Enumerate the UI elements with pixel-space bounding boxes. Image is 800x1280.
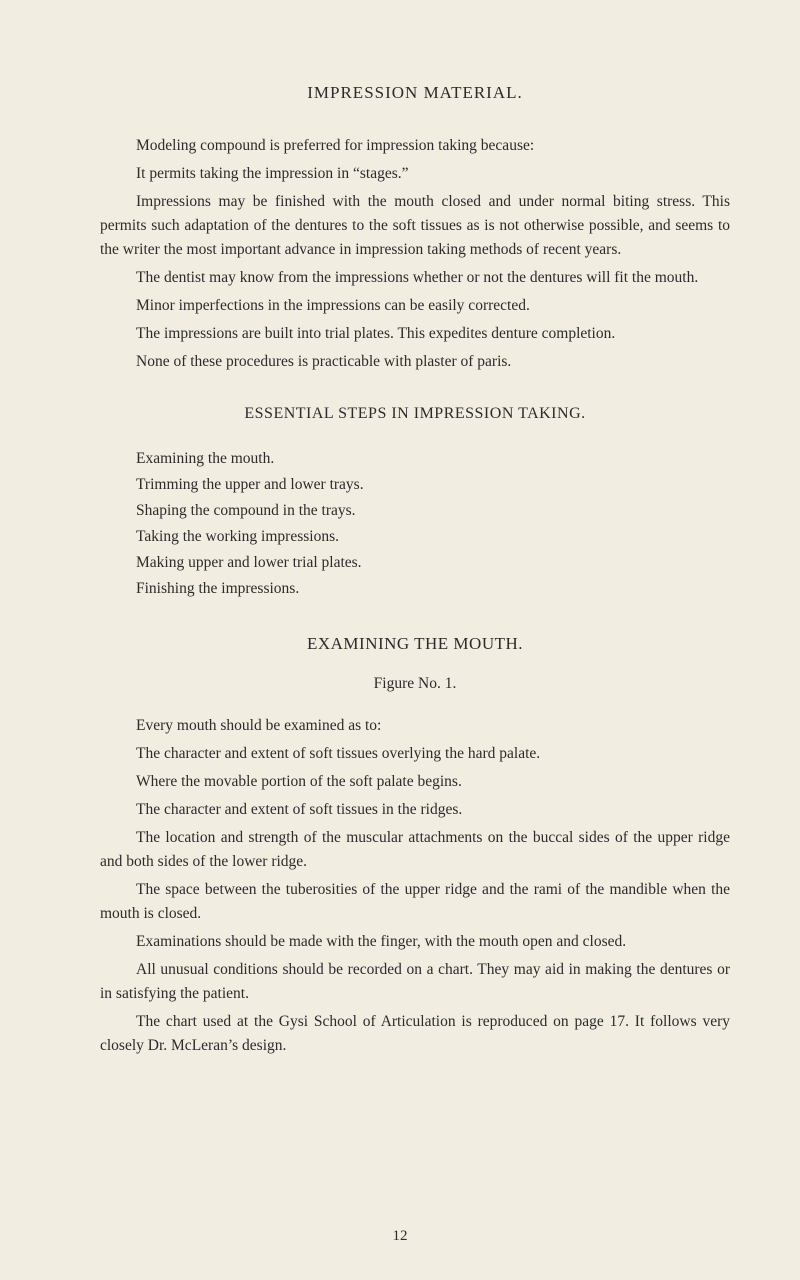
section2-block: Every mouth should be examined as to: Th… bbox=[100, 714, 730, 1058]
section2-para: The location and strength of the muscula… bbox=[100, 826, 730, 874]
section-heading-essential-steps: ESSENTIAL STEPS IN IMPRESSION TAKING. bbox=[100, 402, 730, 427]
intro-block: Modeling compound is preferred for impre… bbox=[100, 134, 730, 374]
section2-para: The character and extent of soft tissues… bbox=[100, 742, 730, 766]
list-item: Trimming the upper and lower trays. bbox=[100, 473, 730, 497]
figure-label: Figure No. 1. bbox=[100, 672, 730, 696]
section2-para: All unusual conditions should be recorde… bbox=[100, 958, 730, 1006]
section2-para: Every mouth should be examined as to: bbox=[100, 714, 730, 738]
section2-para: The chart used at the Gysi School of Art… bbox=[100, 1010, 730, 1058]
page-number: 12 bbox=[0, 1225, 800, 1248]
intro-para: None of these procedures is practicable … bbox=[100, 350, 730, 374]
section2-para: The space between the tuberosities of th… bbox=[100, 878, 730, 926]
intro-para: The dentist may know from the impression… bbox=[100, 266, 730, 290]
intro-para: Impressions may be finished with the mou… bbox=[100, 190, 730, 262]
section2-para: Examinations should be made with the fin… bbox=[100, 930, 730, 954]
essential-steps-list: Examining the mouth. Trimming the upper … bbox=[100, 447, 730, 601]
list-item: Taking the working impressions. bbox=[100, 525, 730, 549]
section2-para: The character and extent of soft tissues… bbox=[100, 798, 730, 822]
list-item: Making upper and lower trial plates. bbox=[100, 551, 730, 575]
intro-para: Minor imperfections in the impressions c… bbox=[100, 294, 730, 318]
intro-para: Modeling compound is preferred for impre… bbox=[100, 134, 730, 158]
list-item: Shaping the compound in the trays. bbox=[100, 499, 730, 523]
section2-para: Where the movable portion of the soft pa… bbox=[100, 770, 730, 794]
section-heading-examining-mouth: EXAMINING THE MOUTH. bbox=[100, 631, 730, 657]
intro-para: The impressions are built into trial pla… bbox=[100, 322, 730, 346]
page-title: IMPRESSION MATERIAL. bbox=[100, 80, 730, 106]
intro-para: It permits taking the impression in “sta… bbox=[100, 162, 730, 186]
list-item: Finishing the impressions. bbox=[100, 577, 730, 601]
list-item: Examining the mouth. bbox=[100, 447, 730, 471]
